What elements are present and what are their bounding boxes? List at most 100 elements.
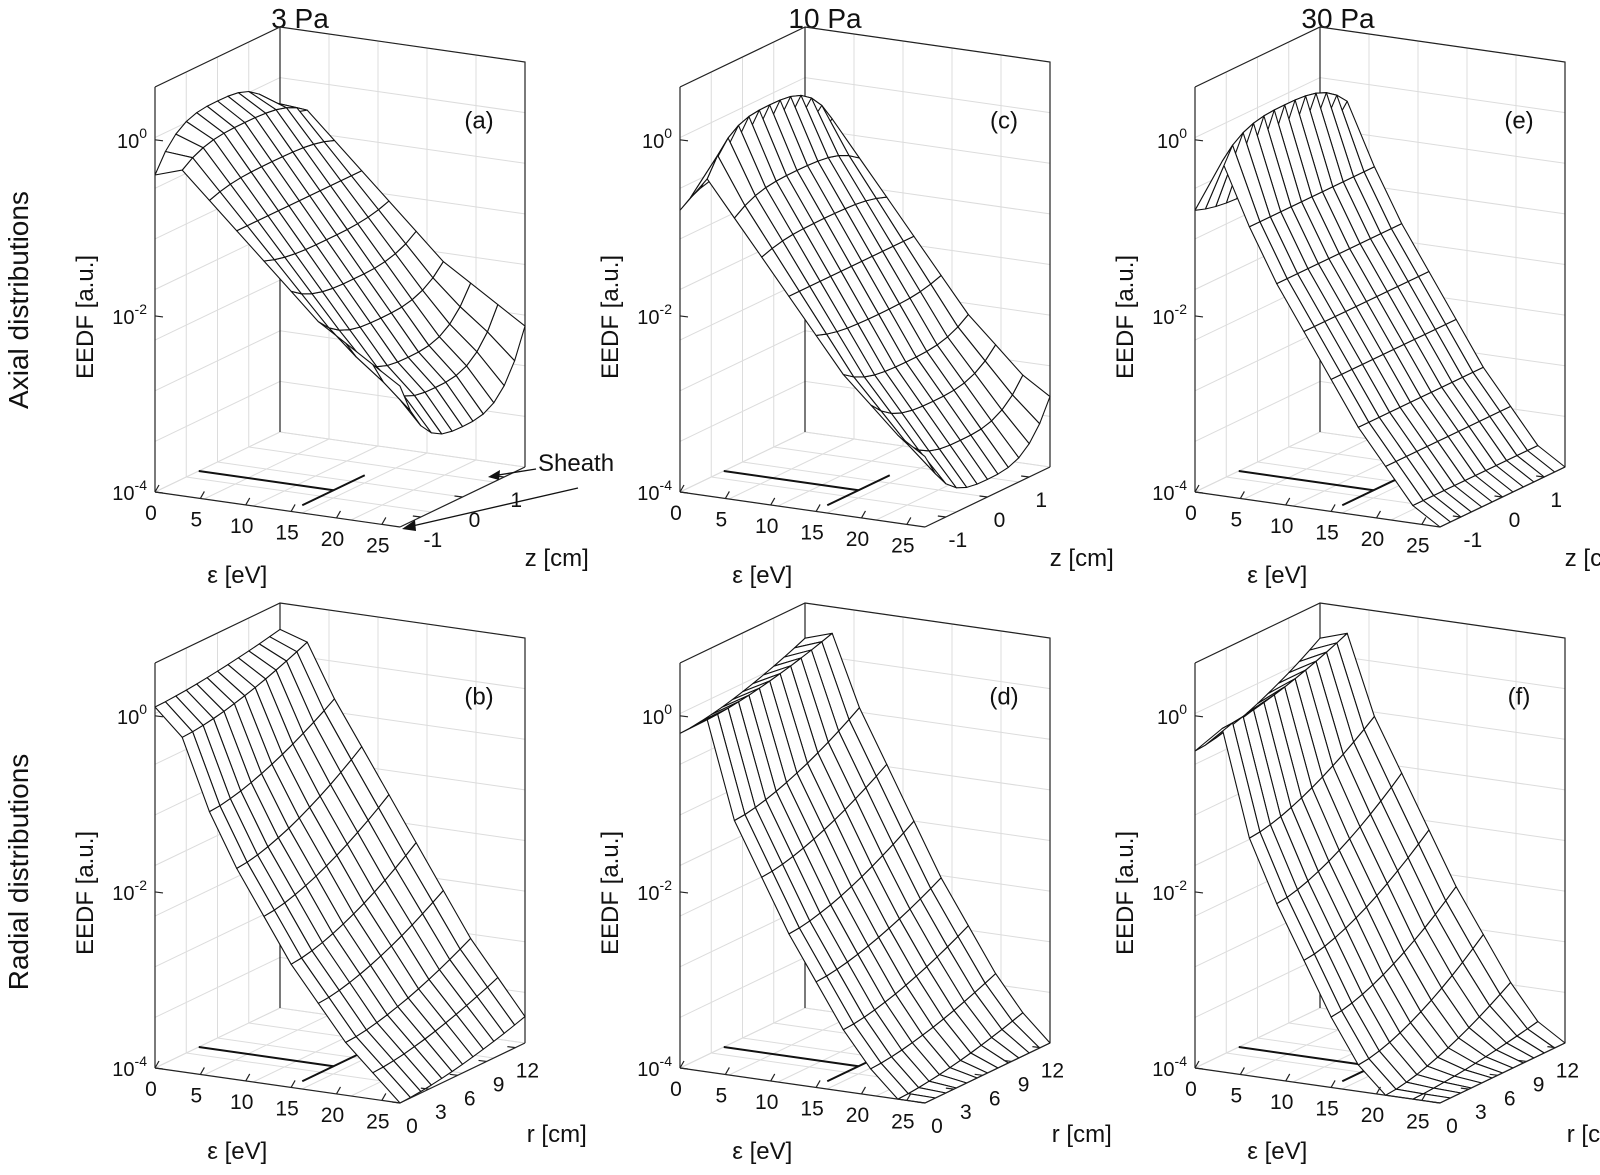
z-tick [1194,891,1204,894]
floor-gridline [186,476,432,513]
energy-tick [815,504,821,512]
depth-tick-label: 1 [510,489,522,512]
energy-tick-label: 10 [1270,515,1293,538]
depth-tick-label: 3 [1475,1101,1487,1124]
energy-tick [815,1080,821,1088]
depth-tick-label: 3 [960,1101,972,1124]
floor-accent-line [1238,470,1374,492]
depth-axis-line [1439,1042,1566,1104]
z-tick-label: 100 [1157,701,1187,729]
depth-axis-line [399,1042,526,1104]
energy-tick [679,484,685,493]
energy-tick [199,1067,205,1075]
depth-tick [478,1059,487,1063]
energy-tick [906,517,912,525]
depth-tick-label: 3 [435,1101,447,1124]
depth-tick-label: 6 [1504,1087,1516,1110]
depth-tick [979,495,988,498]
z-tick [154,315,164,318]
z-tick [1194,1067,1204,1070]
energy-tick [1194,1060,1200,1069]
depth-tick [945,1087,954,1090]
energy-tick [1239,491,1245,499]
depth-tick-label: 0 [1446,1115,1458,1138]
box-edge [1194,602,1566,1043]
energy-tick-label: 25 [366,1110,389,1133]
floor-gridline [279,431,526,468]
depth-tick-label: -1 [948,529,967,552]
depth-tick-label: 9 [493,1073,505,1096]
energy-tick-label: 15 [800,521,823,544]
z-tick-label: 10-2 [112,877,147,905]
z-axis-label: EEDF [a.u.] [597,255,624,379]
depth-tick [1021,475,1030,478]
energy-tick [1330,1080,1336,1088]
z-tick [679,715,689,718]
sheath-arrowhead-upper [488,470,500,480]
energy-axis-label: ε [eV] [207,1138,267,1165]
floor-accent-line [1238,1046,1374,1068]
depth-tick [1518,1059,1527,1063]
z-tick [154,139,164,142]
sheath-annotation: Sheath [402,450,614,531]
energy-tick-label: 20 [846,1104,869,1127]
energy-axis-line [154,491,401,528]
energy-tick [1239,1067,1245,1075]
energy-tick [724,491,730,499]
depth-tick [420,1087,429,1090]
energy-tick [199,491,205,499]
panel-letter: (a) [464,108,493,135]
z-tick-label: 100 [642,701,672,729]
energy-tick-label: 5 [1231,1084,1243,1107]
panel-letter: (f) [1508,684,1531,711]
energy-axis-label: ε [eV] [1247,562,1307,589]
floor-accent-line [826,474,891,507]
z-tick-label: 10-4 [112,1053,147,1081]
energy-tick [770,1073,776,1082]
z-tick-label: 10-2 [1152,877,1187,905]
energy-axis-label: ε [eV] [732,1138,792,1165]
depth-axis-label: r [cm] [527,1121,587,1148]
depth-tick-label: -1 [1463,529,1482,552]
energy-tick-label: 0 [670,1078,682,1101]
depth-tick-label: 12 [516,1060,539,1083]
energy-tick-label: 20 [1361,1104,1384,1127]
energy-axis-line [679,491,926,528]
z-tick-label: 10-2 [637,877,672,905]
energy-tick-label: 15 [1315,1097,1338,1120]
z-tick [679,139,689,142]
energy-tick [1421,1093,1427,1101]
z-tick [154,715,164,718]
energy-tick [1375,1086,1382,1095]
energy-tick [860,510,867,519]
depth-axis-label: z [cm] [1050,545,1114,572]
panel-letter: (d) [989,684,1018,711]
energy-tick-label: 0 [145,1078,157,1101]
energy-tick-label: 15 [800,1097,823,1120]
z-tick-label: 10-4 [112,477,147,505]
depth-tick [1494,495,1503,498]
floor-accent-line [1341,474,1406,507]
energy-tick [335,510,342,519]
depth-tick-label: 1 [1550,489,1562,512]
energy-tick-label: 5 [716,1084,728,1107]
z-tick-label: 100 [117,125,147,153]
energy-axis-label: ε [eV] [207,562,267,589]
surface-patch [154,701,194,738]
energy-axis-line [679,1067,926,1104]
depth-tick-label: -1 [423,529,442,552]
energy-tick [679,1060,685,1069]
depth-tick [1536,475,1545,478]
z-tick [154,491,164,494]
energy-tick [1421,517,1427,525]
energy-tick-label: 10 [755,515,778,538]
energy-tick-label: 0 [145,502,157,525]
floor-accent-line [301,474,366,507]
energy-tick-label: 25 [366,534,389,557]
box-edge [679,602,1051,1043]
floor-gridline [742,461,988,498]
depth-tick-label: 0 [931,1115,943,1138]
